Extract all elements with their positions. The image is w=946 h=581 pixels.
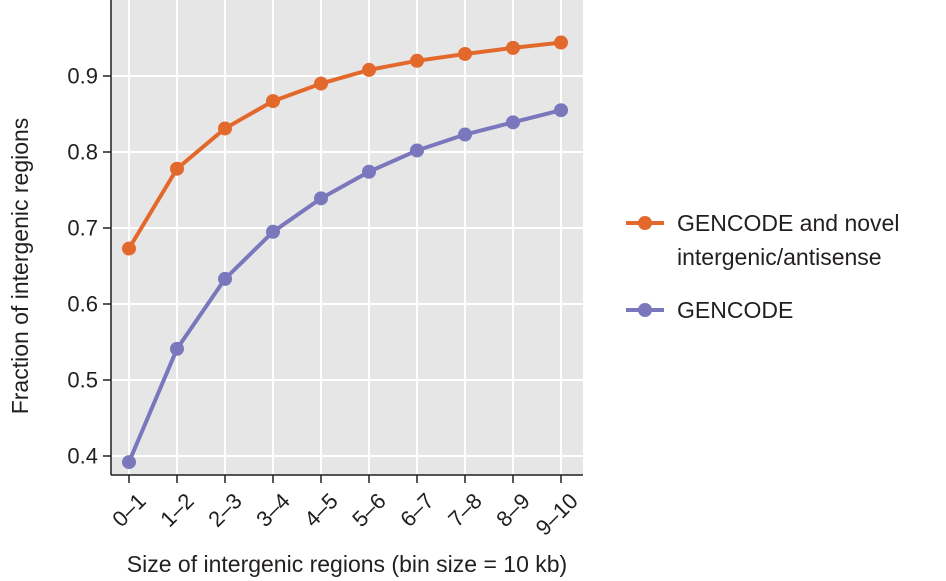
- axes: [110, 0, 583, 476]
- legend-label: GENCODE and novel: [677, 210, 899, 236]
- data-point: [218, 121, 232, 136]
- x-tick-label: 8–9: [491, 488, 535, 532]
- data-point: [458, 46, 472, 61]
- y-tick-label: 0.6: [67, 292, 98, 317]
- plot-background: [111, 0, 583, 475]
- x-tick-label: 2–3: [203, 488, 247, 532]
- data-point: [506, 115, 520, 130]
- y-tick-label: 0.7: [67, 216, 98, 241]
- legend-marker: [638, 216, 652, 230]
- data-point: [410, 53, 424, 68]
- y-tick-label: 0.5: [67, 368, 98, 393]
- legend-item: GENCODE: [626, 297, 793, 323]
- data-point: [218, 271, 232, 286]
- x-axis-title: Size of intergenic regions (bin size = 1…: [127, 551, 567, 577]
- series-group: [122, 35, 568, 256]
- legend-label: intergenic/antisense: [677, 244, 882, 270]
- data-point: [122, 241, 136, 256]
- data-point: [170, 161, 184, 176]
- legend-marker: [638, 303, 652, 317]
- grid-lines: [111, 0, 583, 475]
- x-tick-label: 1–2: [155, 488, 199, 532]
- x-tick-label: 7–8: [443, 488, 487, 532]
- y-tick-label: 0.4: [67, 444, 98, 469]
- data-point: [314, 76, 328, 91]
- y-ticks: 0.4 0.5 0.6 0.7 0.8 0.9: [67, 64, 111, 469]
- series-layer: [122, 35, 568, 470]
- data-point: [122, 455, 136, 470]
- data-point: [266, 224, 280, 239]
- series-line: [127, 108, 562, 463]
- data-point: [554, 35, 568, 50]
- y-axis-title: Fraction of intergenic regions: [7, 118, 33, 415]
- x-ticks: 0–1 1–2 2–3 3–4 4–5 5–6 6–7 7–8 8–99–10: [107, 475, 583, 540]
- data-point: [362, 164, 376, 179]
- x-tick-label: 9–10: [531, 488, 583, 540]
- data-point: [314, 191, 328, 206]
- data-point: [266, 94, 280, 109]
- data-point: [170, 341, 184, 356]
- data-point: [554, 103, 568, 118]
- x-tick-label: 4–5: [299, 488, 343, 532]
- x-tick-label: 6–7: [395, 488, 439, 532]
- y-tick-label: 0.8: [67, 140, 98, 165]
- series-group: [122, 103, 568, 470]
- data-point: [506, 40, 520, 55]
- x-tick-label: 5–6: [347, 488, 391, 532]
- data-point: [410, 143, 424, 158]
- legend-item: GENCODE and novel intergenic/antisense: [626, 210, 899, 270]
- series-line: [127, 40, 562, 250]
- x-tick-label: 3–4: [251, 488, 295, 532]
- legend-label: GENCODE: [677, 297, 793, 323]
- legend: GENCODE and novelintergenic/antisenseGEN…: [626, 210, 899, 323]
- data-point: [362, 62, 376, 77]
- data-point: [458, 127, 472, 142]
- y-tick-label: 0.9: [67, 64, 98, 89]
- x-tick-label: 0–1: [107, 488, 151, 532]
